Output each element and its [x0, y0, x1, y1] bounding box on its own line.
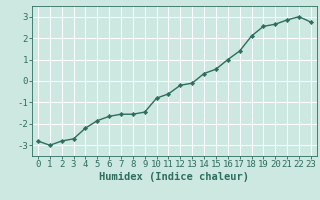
X-axis label: Humidex (Indice chaleur): Humidex (Indice chaleur)	[100, 172, 249, 182]
